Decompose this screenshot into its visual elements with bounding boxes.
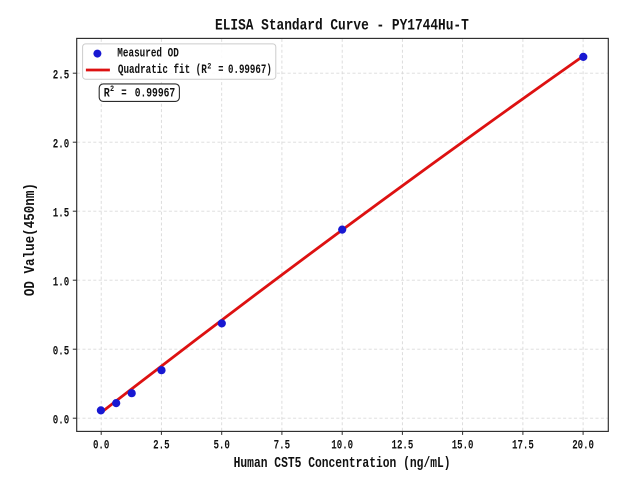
- svg-text:2.0: 2.0: [53, 137, 70, 151]
- svg-text:R: R: [104, 86, 110, 101]
- svg-text:Measured OD: Measured OD: [117, 47, 179, 61]
- svg-text:10.0: 10.0: [331, 438, 353, 452]
- svg-text:15.0: 15.0: [452, 438, 474, 452]
- svg-text:2.5: 2.5: [53, 68, 70, 82]
- svg-text:7.5: 7.5: [274, 438, 291, 452]
- svg-text:0.0: 0.0: [93, 438, 110, 452]
- svg-text:OD Value(450nm): OD Value(450nm): [23, 183, 39, 296]
- svg-text:ELISA Standard Curve - PY1744H: ELISA Standard Curve - PY1744Hu-T: [215, 17, 469, 35]
- svg-text:0.99967: 0.99967: [135, 87, 176, 101]
- svg-text:2: 2: [110, 85, 114, 94]
- svg-text:Quadratic fit (R: Quadratic fit (R: [118, 63, 207, 77]
- svg-text:=: =: [121, 87, 126, 101]
- svg-text:Human CST5 Concentration (ng/m: Human CST5 Concentration (ng/mL): [234, 456, 451, 472]
- svg-text:17.5: 17.5: [512, 438, 534, 452]
- svg-text:0.99967): 0.99967): [228, 63, 272, 77]
- svg-text:1.0: 1.0: [53, 275, 70, 289]
- svg-text:5.0: 5.0: [213, 438, 230, 452]
- svg-text:2: 2: [207, 62, 211, 71]
- svg-text:20.0: 20.0: [572, 438, 594, 452]
- svg-text:0.0: 0.0: [53, 413, 70, 427]
- svg-text:0.5: 0.5: [53, 344, 70, 358]
- svg-text:=: =: [218, 63, 223, 77]
- svg-text:12.5: 12.5: [392, 438, 414, 452]
- svg-text:1.5: 1.5: [53, 206, 70, 220]
- svg-text:2.5: 2.5: [153, 438, 170, 452]
